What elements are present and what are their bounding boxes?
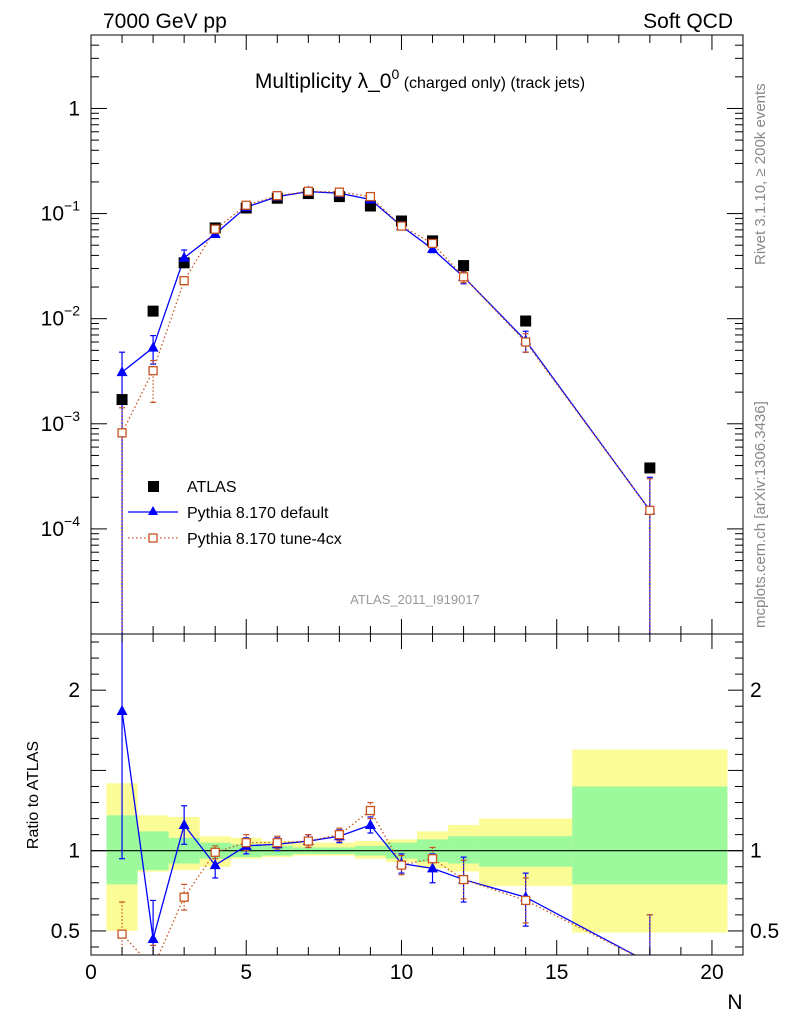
legend-label-atlas: ATLAS xyxy=(187,479,237,496)
pythia-8-170-default-ratio-point xyxy=(427,862,439,873)
pythia-8-170-tune-4cx-point xyxy=(521,337,531,347)
x-tick-label: 15 xyxy=(545,961,568,984)
pythia-8-170-tune-4cx-point xyxy=(396,221,407,231)
inner-uncertainty-band xyxy=(479,836,573,867)
energy-label: 7000 GeV pp xyxy=(103,10,227,33)
plot-title-superscript: 0 xyxy=(391,66,399,82)
ratio-markers xyxy=(116,705,655,972)
atlas-point xyxy=(147,305,159,317)
x-tick-label: 0 xyxy=(85,961,97,984)
x-tick-label: 10 xyxy=(390,961,413,984)
ratio-y-tick-label-right: 0.5 xyxy=(750,920,779,943)
pythia-8-170-tune-4cx-ratio-point xyxy=(149,964,157,972)
x-tick-label: 5 xyxy=(240,961,252,984)
atlas-point xyxy=(116,394,128,406)
pythia-8-170-default-point xyxy=(178,251,190,262)
ratio-y-tick-label: 1 xyxy=(68,840,80,863)
y-tick-label: 10−2 xyxy=(41,303,81,331)
atlas-point xyxy=(644,462,656,474)
pythia-8-170-default-ratio-line xyxy=(121,710,637,955)
rivet-label: Rivet 3.1.10, ≥ 200k events xyxy=(752,83,769,265)
legend-marker-tune xyxy=(148,533,158,543)
pythia-8-170-tune-4cx-ratio-point xyxy=(521,895,531,906)
y-tick-label: 1 xyxy=(68,97,80,120)
pythia-8-170-tune-4cx-ratio-point xyxy=(303,836,313,846)
pythia-8-170-tune-4cx-ratio-point xyxy=(396,860,407,870)
ratio-series-lines xyxy=(121,710,637,955)
pythia-8-170-tune-4cx-point xyxy=(334,187,345,197)
main-markers xyxy=(116,185,656,516)
atlas-point xyxy=(178,257,190,269)
pythia-8-170-tune-4cx-point xyxy=(117,428,127,438)
pythia-8-170-tune-4cx-ratio-point xyxy=(646,959,654,967)
pythia-8-170-tune-4cx-line xyxy=(121,190,651,511)
pythia-8-170-tune-4cx-ratio-point xyxy=(179,892,189,902)
pythia-8-170-default-ratio-point xyxy=(116,705,128,716)
main-series-lines xyxy=(121,190,651,511)
ratio-y-tick-label: 2 xyxy=(68,679,80,702)
legend: ATLAS Pythia 8.170 default Pythia 8.170 … xyxy=(128,479,342,548)
pythia-8-170-tune-4cx-ratio-point xyxy=(334,829,345,840)
y-tick-label: 10−4 xyxy=(41,513,81,541)
atlas-point xyxy=(520,315,532,327)
y-tick-label: 10−1 xyxy=(41,198,81,226)
ratio-ticks xyxy=(90,634,744,955)
main-y-ticks xyxy=(91,34,743,635)
legend-label-default: Pythia 8.170 default xyxy=(187,505,329,522)
pythia-8-170-tune-4cx-point xyxy=(148,366,158,376)
inner-uncertainty-band xyxy=(572,786,728,885)
pythia-8-170-default-point xyxy=(147,341,159,352)
pythia-8-170-tune-4cx-ratio-point xyxy=(365,805,376,816)
legend-marker-default xyxy=(148,506,158,515)
ratio-y-axis-label: Ratio to ATLAS xyxy=(25,741,42,849)
x-axis-label: N xyxy=(727,991,742,1014)
ratio-tick-labels: 0 5 10 15 20 0.5 0.5 1 1 2 2 xyxy=(51,679,779,984)
pythia-8-170-default-ratio-point xyxy=(209,859,221,870)
y-tick-label: 10−3 xyxy=(41,408,81,436)
pythia-8-170-tune-4cx-ratio-point xyxy=(458,874,469,885)
ratio-panel: 0 5 10 15 20 0.5 0.5 1 1 2 2 Ratio to ATLAS N xyxy=(25,633,779,1014)
atlas-point xyxy=(364,200,376,212)
plot-title-main: Multiplicity λ_0 xyxy=(255,70,392,93)
legend-label-tune: Pythia 8.170 tune-4cx xyxy=(187,531,342,548)
pythia-8-170-default-point xyxy=(116,366,128,377)
pythia-8-170-default-ratio-point xyxy=(178,818,190,829)
pythia-8-170-tune-4cx-point xyxy=(365,191,376,202)
pythia-8-170-default-ratio-point xyxy=(364,818,376,829)
pythia-8-170-tune-4cx-ratio-point xyxy=(427,854,438,864)
main-plot-panel: Multiplicity λ_00 (charged only) (track … xyxy=(41,34,744,635)
x-tick-label: 20 xyxy=(700,961,723,984)
pythia-8-170-default-ratio-point xyxy=(147,932,159,943)
pythia-8-170-tune-4cx-ratio-point xyxy=(241,838,251,848)
pythia-8-170-tune-4cx-ratio-point xyxy=(272,838,282,848)
pythia-8-170-tune-4cx-point xyxy=(210,224,220,234)
pythia-8-170-tune-4cx-ratio-point xyxy=(210,847,220,857)
pythia-8-170-default-ratio-point xyxy=(644,957,655,967)
pythia-8-170-default-line xyxy=(121,190,651,511)
main-error-bars xyxy=(119,189,653,634)
ratio-y-tick-label: 0.5 xyxy=(51,920,80,943)
main-y-tick-labels: 1 10−1 10−2 10−3 10−4 xyxy=(41,97,81,540)
pythia-8-170-tune-4cx-point xyxy=(458,272,469,282)
pythia-8-170-tune-4cx-point xyxy=(179,276,189,286)
pythia-8-170-tune-4cx-ratio-line xyxy=(121,809,636,955)
category-label: Soft QCD xyxy=(643,10,733,33)
pythia-8-170-tune-4cx-point xyxy=(272,191,282,201)
atlas-point xyxy=(458,260,470,272)
analysis-id-label: ATLAS_2011_I919017 xyxy=(350,592,480,607)
ratio-plot-frame xyxy=(90,633,744,956)
legend-marker-atlas xyxy=(148,481,159,492)
pythia-8-170-tune-4cx-point xyxy=(241,200,251,210)
plot-title-suffix: (charged only) (track jets) xyxy=(399,75,585,92)
mcplots-label: mcplots.cern.ch [arXiv:1306.3436] xyxy=(752,401,769,628)
pythia-8-170-tune-4cx-point xyxy=(427,238,438,249)
pythia-8-170-tune-4cx-point xyxy=(645,505,655,516)
ratio-y-tick-label-right: 2 xyxy=(750,679,762,702)
pythia-8-170-tune-4cx-ratio-point xyxy=(117,929,127,939)
plot-title: Multiplicity λ_00 (charged only) (track … xyxy=(255,66,585,93)
pythia-8-170-tune-4cx-point xyxy=(303,186,313,196)
ratio-y-tick-label-right: 1 xyxy=(750,840,762,863)
uncertainty-bands xyxy=(106,749,728,933)
